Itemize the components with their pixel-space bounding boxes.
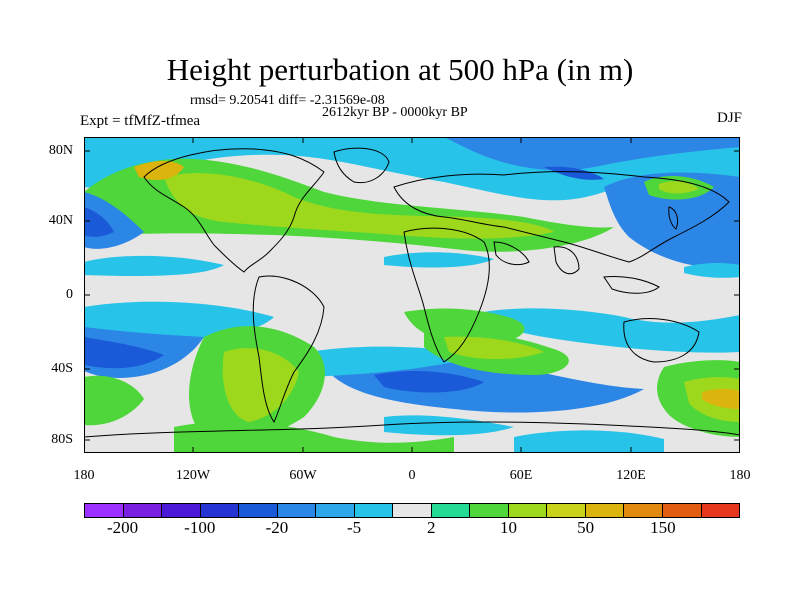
field-sa-yellow [222,348,299,422]
legend-swatch [85,504,124,517]
x-tick-label: 180 [729,468,751,483]
x-tick-label: 180 [73,468,95,483]
legend-label: -200 [106,518,139,537]
field-asia-blue [604,172,740,268]
x-tick-label: 60E [509,468,533,483]
stats-text: rmsd= 9.20541 diff= -2.31569e-08 [190,93,385,108]
legend-swatch [123,504,163,517]
field-s-darkblue [84,337,164,369]
field-s-cyan-2 [484,308,740,353]
legend-swatch [354,504,394,517]
legend-swatch [316,504,355,517]
x-tick-label: 120W [175,468,211,483]
y-tick-label: 80S [51,432,73,447]
field-trop-cyan-3 [684,262,740,278]
legend-swatch [393,504,432,517]
legend-swatch [585,504,625,517]
legend-label: -20 [265,518,289,537]
field-trop-cyan-2 [384,252,494,268]
field-trop-cyan-1 [84,255,224,276]
x-tick-label: 120E [616,468,646,483]
field-w-green [84,375,144,426]
legend-swatch [277,504,317,517]
field-n-darkblue [544,166,604,180]
legend-label: 150 [650,518,676,537]
y-tick-label: 40S [51,361,73,376]
x-tick-label: 60W [289,468,317,483]
legend-swatch [662,504,702,517]
legend-label: -100 [184,518,216,537]
field-se-orange [702,388,740,409]
legend-swatch [701,504,740,517]
field-asia-yellow [659,181,699,194]
y-tick-label: 40N [48,213,73,228]
map-title: Height perturbation at 500 hPa (in m) [166,52,634,87]
field-far-s-cyan-2 [514,430,664,453]
legend-swatch [547,504,586,517]
period-text: 2612kyr BP - 0000kyr BP [322,105,468,120]
legend-swatch [508,504,548,517]
x-tick-label: 0 [408,468,416,483]
field-n-blue [444,137,740,171]
legend-label: 50 [577,518,595,537]
field-sx-darkblue [374,371,484,393]
experiment-label: Expt = tfMfZ-tfmea [80,113,201,129]
field-far-s-green [174,421,454,453]
legend-swatch [162,504,201,517]
legend-swatch [624,504,663,517]
legend-label: -5 [347,518,362,537]
y-tick-label: 80N [48,143,73,158]
legend-swatch [239,504,278,517]
legend-swatch [200,504,240,517]
legend-label: 2 [427,518,436,537]
field-afr-yellow [444,336,544,360]
coastlines [84,147,740,438]
legend-swatch [470,504,509,517]
field-ridge-yellow [164,173,554,239]
legend-swatch [431,504,471,517]
y-tick-label: 0 [66,287,73,302]
axis-ticks [84,137,740,453]
field-npac-dark [84,207,114,237]
color-legend [84,503,740,518]
legend-label: 10 [499,518,517,537]
map-plot [84,137,740,453]
season-label: DJF [716,110,742,126]
field-far-s-cyan [384,415,514,436]
